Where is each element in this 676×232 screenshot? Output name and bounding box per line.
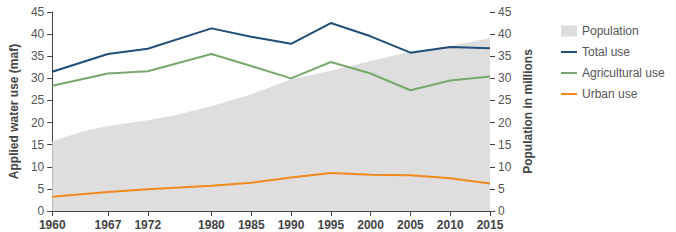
svg-text:1967: 1967 — [95, 218, 122, 232]
svg-text:2000: 2000 — [357, 218, 384, 232]
svg-text:Agricultural use: Agricultural use — [582, 66, 665, 80]
svg-text:Applied water use (maf): Applied water use (maf) — [7, 44, 21, 179]
svg-text:Population: Population — [582, 24, 639, 38]
svg-text:5: 5 — [498, 182, 505, 196]
svg-text:0: 0 — [38, 204, 45, 218]
svg-text:0: 0 — [498, 204, 505, 218]
svg-text:1980: 1980 — [198, 218, 225, 232]
svg-text:Urban use: Urban use — [582, 87, 638, 101]
svg-text:25: 25 — [31, 93, 45, 107]
svg-text:10: 10 — [31, 160, 45, 174]
svg-text:30: 30 — [31, 71, 45, 85]
svg-text:10: 10 — [498, 160, 512, 174]
svg-text:35: 35 — [498, 49, 512, 63]
svg-text:40: 40 — [498, 27, 512, 41]
svg-text:1995: 1995 — [317, 218, 344, 232]
svg-text:1972: 1972 — [134, 218, 161, 232]
svg-text:20: 20 — [498, 116, 512, 130]
svg-text:1960: 1960 — [39, 218, 66, 232]
svg-text:2015: 2015 — [477, 218, 504, 232]
svg-text:15: 15 — [31, 138, 45, 152]
svg-text:Population in millions: Population in millions — [521, 49, 535, 174]
svg-text:2010: 2010 — [437, 218, 464, 232]
svg-text:5: 5 — [38, 182, 45, 196]
svg-text:20: 20 — [31, 116, 45, 130]
svg-text:35: 35 — [31, 49, 45, 63]
svg-text:45: 45 — [498, 5, 512, 19]
svg-text:30: 30 — [498, 71, 512, 85]
svg-text:Total use: Total use — [582, 45, 630, 59]
svg-text:45: 45 — [31, 5, 45, 19]
svg-text:1990: 1990 — [278, 218, 305, 232]
svg-text:40: 40 — [31, 27, 45, 41]
svg-text:2005: 2005 — [397, 218, 424, 232]
svg-text:15: 15 — [498, 138, 512, 152]
svg-text:25: 25 — [498, 93, 512, 107]
svg-text:1985: 1985 — [238, 218, 265, 232]
